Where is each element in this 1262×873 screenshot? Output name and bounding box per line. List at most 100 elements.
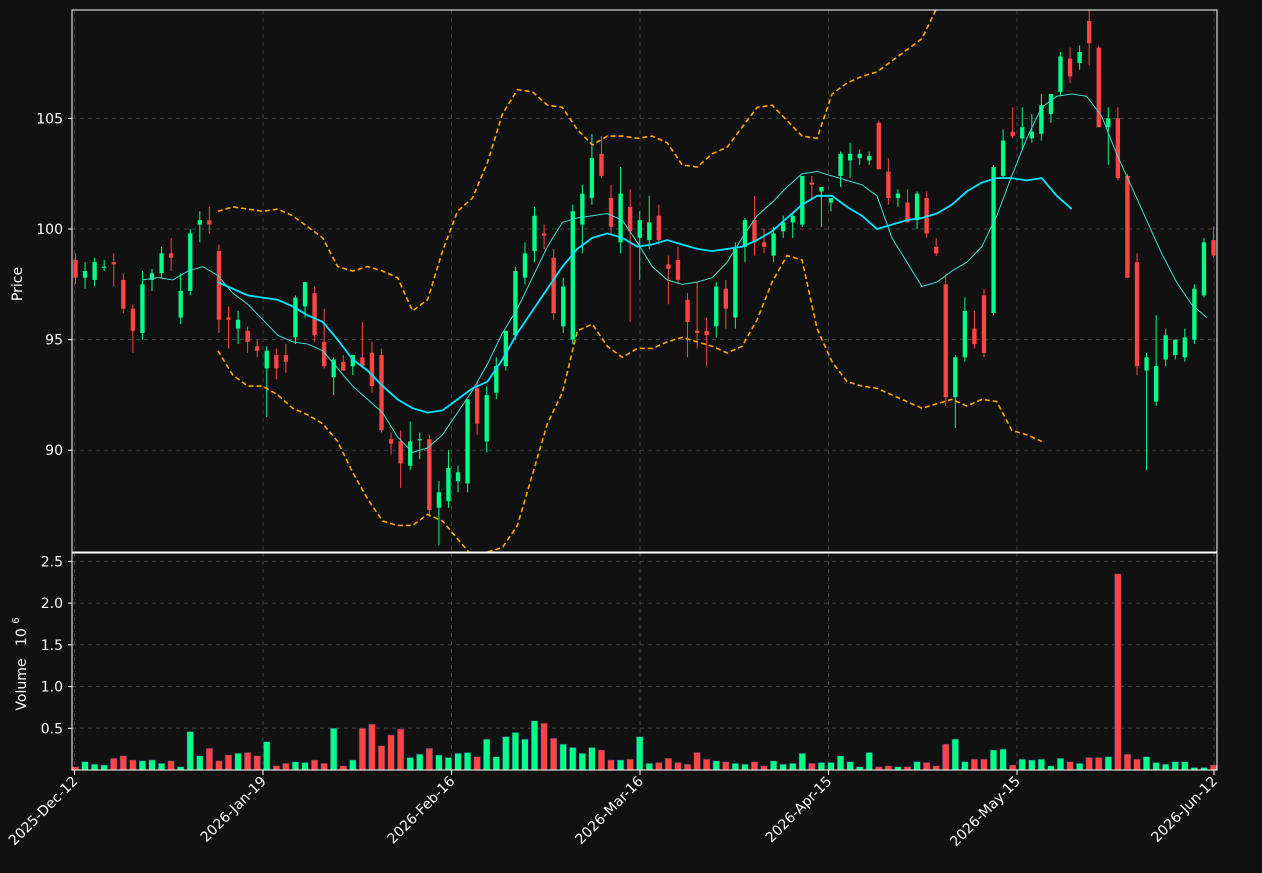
candle-body xyxy=(1067,58,1073,77)
volume-bar xyxy=(358,727,367,770)
volume-bar xyxy=(645,763,653,770)
price-marks xyxy=(73,10,1216,552)
candle-body xyxy=(694,330,700,333)
candle-body xyxy=(1058,56,1063,92)
candle-body xyxy=(1211,240,1216,256)
volume-bar xyxy=(731,763,739,770)
volume-bar xyxy=(846,761,854,770)
candle-body xyxy=(847,153,853,161)
candle-body xyxy=(264,350,269,369)
candle-body xyxy=(1000,140,1006,176)
volume-bar xyxy=(865,752,873,770)
candle-body xyxy=(627,206,633,232)
volume-bar xyxy=(540,722,548,770)
volume-panel-frame xyxy=(71,552,1218,771)
volume-bar xyxy=(1009,764,1017,770)
volume-bar xyxy=(616,759,625,770)
candle-body xyxy=(360,357,365,367)
volume-bar xyxy=(550,737,558,770)
volume-bar xyxy=(253,755,261,770)
volume-bar xyxy=(406,757,414,770)
candle-body xyxy=(82,271,88,278)
volume-bar xyxy=(578,753,586,770)
candle-body xyxy=(226,317,231,320)
volume-bar xyxy=(750,761,759,770)
candle-body xyxy=(1029,131,1034,139)
volume-bar xyxy=(387,734,395,770)
volume-bar xyxy=(760,765,768,770)
svg-text:Volume 10 6: Volume 10 6 xyxy=(11,617,30,710)
volume-bar xyxy=(961,761,969,770)
price-tick-label: 105 xyxy=(36,111,63,127)
candle-body xyxy=(1125,175,1130,278)
volume-bar xyxy=(559,743,567,770)
volume-bar xyxy=(798,753,806,770)
candle-body xyxy=(1096,47,1101,128)
volume-bar xyxy=(186,731,194,770)
volume-bar xyxy=(454,753,462,770)
volume-bar xyxy=(377,745,386,770)
candle-body xyxy=(838,153,843,176)
volume-bar xyxy=(569,747,577,770)
candle-body xyxy=(369,352,375,387)
volume-bar xyxy=(224,754,233,770)
candle-body xyxy=(656,215,662,241)
volume-bar xyxy=(903,766,912,770)
volume-bar xyxy=(339,765,347,770)
candle-body xyxy=(168,253,174,258)
volume-bar xyxy=(1209,764,1217,770)
candle-body xyxy=(484,394,489,442)
candle-body xyxy=(589,158,595,199)
candle-body xyxy=(781,222,786,232)
volume-bar xyxy=(769,760,778,770)
candle-body xyxy=(121,279,126,309)
volume-bar xyxy=(263,741,271,770)
candle-body xyxy=(207,220,212,225)
candle-body xyxy=(561,286,566,327)
candle-body xyxy=(474,388,480,424)
volume-exponent-power: 6 xyxy=(11,617,22,623)
volume-bar xyxy=(320,763,328,770)
candle-body xyxy=(178,290,183,318)
volume-axis-label: Volume xyxy=(14,659,30,711)
volume-bar xyxy=(129,759,137,770)
candle-body xyxy=(274,355,279,369)
price-tick-label: 100 xyxy=(36,222,63,238)
volume-bar xyxy=(989,749,998,770)
volume-bar xyxy=(425,747,433,770)
candle-body xyxy=(503,330,508,367)
candle-body xyxy=(819,186,824,192)
candle-body xyxy=(1144,357,1149,371)
candle-body xyxy=(1173,339,1178,356)
volume-grid xyxy=(72,553,1217,770)
candle-body xyxy=(532,215,537,252)
candle-body xyxy=(465,399,470,484)
candle-body xyxy=(790,215,795,223)
candle-body xyxy=(1201,242,1207,296)
volume-bar xyxy=(330,727,338,770)
volume-bar xyxy=(741,763,749,770)
candle-body xyxy=(800,175,805,225)
volume-bar xyxy=(1133,758,1141,770)
candle-body xyxy=(455,472,461,482)
candle-body xyxy=(895,193,901,199)
volume-bar xyxy=(301,762,309,770)
candle-body xyxy=(388,439,394,444)
candle-body xyxy=(293,297,298,338)
candle-body xyxy=(197,220,202,225)
volume-bar xyxy=(1181,761,1189,770)
volume-bar xyxy=(1114,573,1122,770)
volume-bar xyxy=(463,752,472,770)
volume-bar xyxy=(951,738,959,770)
volume-bar xyxy=(234,753,242,770)
volume-bar xyxy=(1037,758,1045,770)
volume-bars xyxy=(72,573,1217,770)
volume-bar xyxy=(492,756,500,770)
candle-body xyxy=(513,271,518,336)
volume-bar xyxy=(817,762,826,770)
volume-bar xyxy=(205,747,213,770)
volume-bar xyxy=(272,765,280,770)
candle-body xyxy=(570,211,575,340)
candle-body xyxy=(1087,21,1092,44)
